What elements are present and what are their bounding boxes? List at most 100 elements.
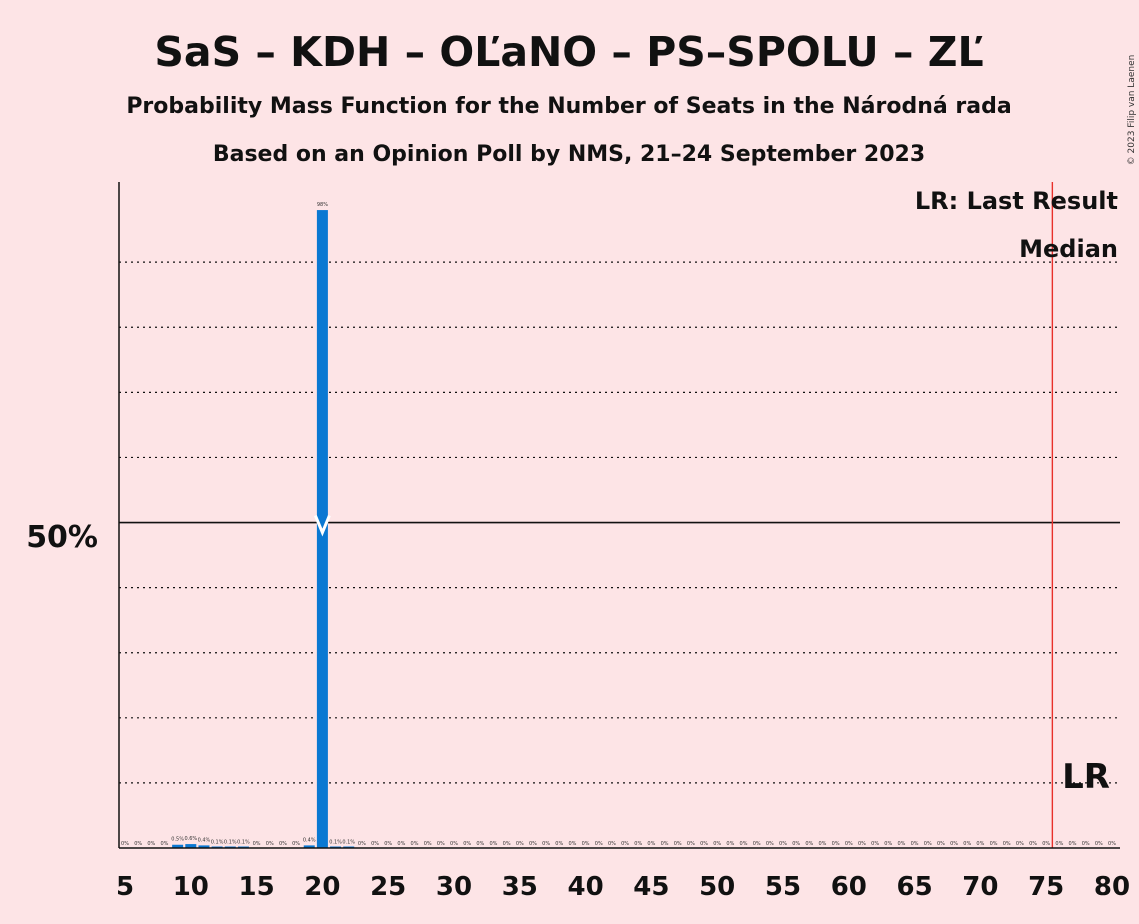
- bar-value-label: 0%: [1095, 841, 1103, 847]
- x-tick-label: 50: [699, 872, 735, 902]
- bar: [303, 845, 315, 848]
- median-marker: [314, 514, 331, 537]
- bar-value-label: 0%: [134, 841, 142, 847]
- bar-value-label: 0%: [568, 841, 576, 847]
- chart-source: Based on an Opinion Poll by NMS, 21–24 S…: [213, 142, 925, 167]
- bar-value-label: 0%: [634, 841, 642, 847]
- bar-value-label: 0%: [726, 841, 734, 847]
- bar-value-label: 0%: [832, 841, 840, 847]
- bar-value-label: 0.1%: [329, 839, 342, 845]
- bar-value-label: 0%: [161, 841, 169, 847]
- bars: [172, 210, 355, 849]
- copyright-text: © 2023 Filip van Laenen: [1127, 55, 1137, 166]
- x-tick-label: 20: [304, 872, 340, 902]
- bar-value-label: 0%: [542, 841, 550, 847]
- bar-value-label: 0%: [358, 841, 366, 847]
- bar-value-label: 0%: [687, 841, 695, 847]
- bar-value-label: 0.1%: [237, 839, 250, 845]
- bar-value-labels: 0% 0% 0% 0%0.5% 0.6% 0.4% 0.1% 0.1% 0.1% 0% 0% 0% 0%…: [121, 202, 1116, 847]
- chart-subtitle: Probability Mass Function for the Number…: [126, 94, 1011, 119]
- bar-value-label: 0%: [990, 841, 998, 847]
- bar-value-label: 0%: [1108, 841, 1116, 847]
- bar-value-label: 0%: [779, 841, 787, 847]
- last-result-label: LR: [1062, 757, 1110, 797]
- bar-value-label: 0%: [1055, 841, 1063, 847]
- bar-value-label: 0%: [582, 841, 590, 847]
- bar-value-label: 0%: [661, 841, 669, 847]
- bar-value-label: 0%: [555, 841, 563, 847]
- bar-value-label: 0%: [476, 841, 484, 847]
- bar-value-label: 0%: [766, 841, 774, 847]
- bar-value-label: 0%: [858, 841, 866, 847]
- x-tick-label: 30: [436, 872, 472, 902]
- bar-value-label: 0%: [845, 841, 853, 847]
- bar-value-label: 0%: [1029, 841, 1037, 847]
- bar-value-label: 0%: [411, 841, 419, 847]
- bar-value-label: 0%: [805, 841, 813, 847]
- x-tick-label: 75: [1028, 872, 1064, 902]
- x-tick-label: 5: [116, 872, 134, 902]
- bar-value-label: 0%: [621, 841, 629, 847]
- x-tick-label: 35: [502, 872, 538, 902]
- bar-value-label: 0.1%: [211, 839, 224, 845]
- bar-value-label: 0%: [911, 841, 919, 847]
- bar-value-label: 0%: [450, 841, 458, 847]
- bar-value-label: 0.6%: [184, 836, 197, 842]
- bar-value-label: 0%: [292, 841, 300, 847]
- bar-value-label: 0%: [266, 841, 274, 847]
- bar-value-label: 0%: [1042, 841, 1050, 847]
- bar-value-label: 0%: [121, 841, 129, 847]
- bar-value-label: 0%: [740, 841, 748, 847]
- bar-value-label: 0%: [713, 841, 721, 847]
- bar: [198, 845, 210, 848]
- bar-value-label: 0%: [595, 841, 603, 847]
- bar-value-label: 0%: [608, 841, 616, 847]
- bar-value-label: 98%: [317, 202, 328, 208]
- bar-value-label: 0%: [950, 841, 958, 847]
- bar-value-label: 0%: [674, 841, 682, 847]
- bar-value-label: 0%: [516, 841, 524, 847]
- bar-value-label: 0%: [397, 841, 405, 847]
- bar-value-label: 0%: [529, 841, 537, 847]
- x-tick-labels: 5 10 15 20 25 30 35 40 45 50 55 60 65 70 75 80: [116, 872, 1130, 902]
- x-tick-label: 55: [765, 872, 801, 902]
- bar-value-label: 0%: [424, 841, 432, 847]
- x-tick-label: 65: [897, 872, 933, 902]
- x-tick-label: 10: [173, 872, 209, 902]
- bar-value-label: 0.4%: [198, 837, 211, 843]
- bar-value-label: 0%: [937, 841, 945, 847]
- bar: [172, 844, 184, 848]
- bar-value-label: 0%: [792, 841, 800, 847]
- legend-median: Median: [1019, 235, 1118, 263]
- bar-value-label: 0.1%: [342, 839, 355, 845]
- bar-value-label: 0%: [871, 841, 879, 847]
- bar-value-label: 0%: [700, 841, 708, 847]
- x-tick-label: 45: [633, 872, 669, 902]
- bar-value-label: 0%: [924, 841, 932, 847]
- bar-value-label: 0%: [753, 841, 761, 847]
- bar-value-label: 0%: [1016, 841, 1024, 847]
- bar: [185, 844, 197, 848]
- bar-value-label: 0%: [884, 841, 892, 847]
- bar-value-label: 0%: [819, 841, 827, 847]
- bar-value-label: 0%: [1069, 841, 1077, 847]
- bar-value-label: 0%: [897, 841, 905, 847]
- bar-value-label: 0.1%: [224, 839, 237, 845]
- x-tick-label: 25: [370, 872, 406, 902]
- x-tick-label: 80: [1094, 872, 1130, 902]
- legend-last-result: LR: Last Result: [915, 187, 1118, 215]
- bar-value-label: 0.5%: [171, 837, 184, 843]
- x-tick-label: 40: [568, 872, 604, 902]
- bar-value-label: 0%: [147, 841, 155, 847]
- bar-value-label: 0%: [963, 841, 971, 847]
- bar-value-label: 0%: [503, 841, 511, 847]
- bar-value-label: 0%: [490, 841, 498, 847]
- x-tick-label: 60: [831, 872, 867, 902]
- x-tick-label: 15: [239, 872, 275, 902]
- bar-value-label: 0%: [1003, 841, 1011, 847]
- bar-value-label: 0%: [976, 841, 984, 847]
- bar-value-label: 0%: [253, 841, 261, 847]
- bar-value-label: 0%: [279, 841, 287, 847]
- gridlines: [119, 261, 1120, 784]
- bar-value-label: 0%: [1082, 841, 1090, 847]
